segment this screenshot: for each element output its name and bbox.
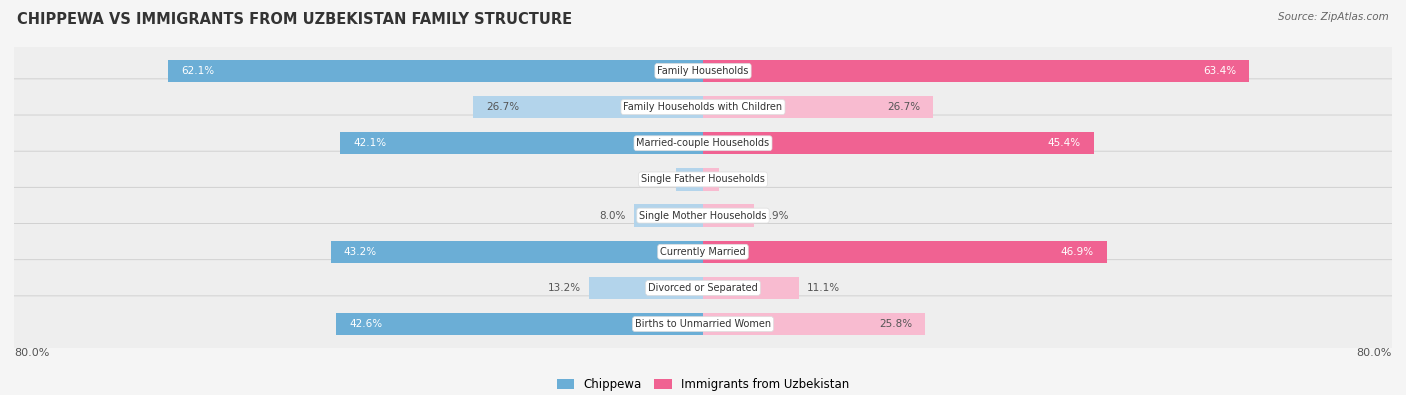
Bar: [703, 132, 1094, 154]
FancyBboxPatch shape: [0, 224, 1406, 280]
Text: Births to Unmarried Women: Births to Unmarried Women: [636, 319, 770, 329]
Bar: [340, 132, 703, 154]
FancyBboxPatch shape: [0, 260, 1406, 316]
Bar: [169, 60, 703, 82]
Text: 45.4%: 45.4%: [1047, 138, 1081, 148]
Bar: [634, 204, 703, 227]
Bar: [703, 241, 1107, 263]
Text: 80.0%: 80.0%: [1357, 348, 1392, 357]
Text: Married-couple Households: Married-couple Households: [637, 138, 769, 148]
Text: 13.2%: 13.2%: [547, 283, 581, 293]
Bar: [703, 168, 718, 191]
Text: CHIPPEWA VS IMMIGRANTS FROM UZBEKISTAN FAMILY STRUCTURE: CHIPPEWA VS IMMIGRANTS FROM UZBEKISTAN F…: [17, 12, 572, 27]
Text: 26.7%: 26.7%: [486, 102, 519, 112]
Text: 5.9%: 5.9%: [762, 211, 789, 220]
FancyBboxPatch shape: [0, 115, 1406, 171]
Text: Family Households: Family Households: [658, 66, 748, 76]
Text: 43.2%: 43.2%: [344, 247, 377, 257]
Text: Family Households with Children: Family Households with Children: [623, 102, 783, 112]
Text: Single Father Households: Single Father Households: [641, 175, 765, 184]
Text: 42.1%: 42.1%: [353, 138, 387, 148]
Legend: Chippewa, Immigrants from Uzbekistan: Chippewa, Immigrants from Uzbekistan: [553, 373, 853, 395]
Bar: [676, 168, 703, 191]
Bar: [703, 313, 925, 335]
Text: 62.1%: 62.1%: [181, 66, 214, 76]
Text: 3.1%: 3.1%: [641, 175, 668, 184]
FancyBboxPatch shape: [0, 187, 1406, 244]
Text: Source: ZipAtlas.com: Source: ZipAtlas.com: [1278, 12, 1389, 22]
Text: 63.4%: 63.4%: [1204, 66, 1236, 76]
FancyBboxPatch shape: [0, 296, 1406, 352]
Bar: [703, 204, 754, 227]
Text: 26.7%: 26.7%: [887, 102, 920, 112]
Text: 25.8%: 25.8%: [879, 319, 912, 329]
Bar: [472, 96, 703, 118]
FancyBboxPatch shape: [0, 151, 1406, 208]
Bar: [589, 277, 703, 299]
Text: 1.8%: 1.8%: [727, 175, 754, 184]
Bar: [703, 60, 1249, 82]
Bar: [336, 313, 703, 335]
Text: 11.1%: 11.1%: [807, 283, 841, 293]
Text: 46.9%: 46.9%: [1062, 247, 1094, 257]
Text: 42.6%: 42.6%: [349, 319, 382, 329]
Bar: [330, 241, 703, 263]
Bar: [703, 96, 934, 118]
FancyBboxPatch shape: [0, 43, 1406, 99]
FancyBboxPatch shape: [0, 79, 1406, 135]
Text: Currently Married: Currently Married: [661, 247, 745, 257]
Bar: [703, 277, 799, 299]
Text: 80.0%: 80.0%: [14, 348, 49, 357]
Text: Divorced or Separated: Divorced or Separated: [648, 283, 758, 293]
Text: 8.0%: 8.0%: [599, 211, 626, 220]
Text: Single Mother Households: Single Mother Households: [640, 211, 766, 220]
